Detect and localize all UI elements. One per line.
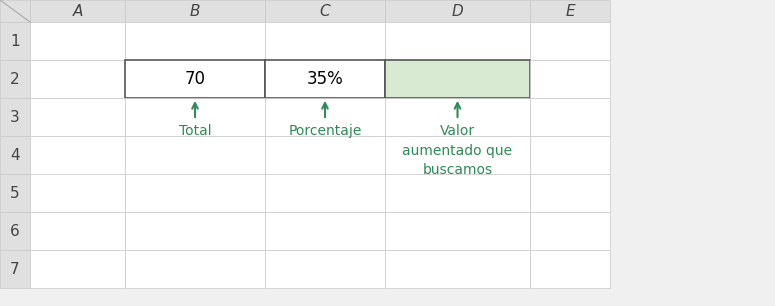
Text: 5: 5 <box>10 185 20 200</box>
Text: Porcentaje: Porcentaje <box>288 124 362 138</box>
Bar <box>30 22 125 60</box>
Text: B: B <box>190 3 200 18</box>
Text: Valor
aumentado que
buscamos: Valor aumentado que buscamos <box>402 124 512 177</box>
Bar <box>385 60 530 98</box>
Bar <box>30 98 125 136</box>
Text: 7: 7 <box>10 262 20 277</box>
Text: 3: 3 <box>10 110 20 125</box>
Bar <box>125 136 265 174</box>
Bar <box>0 136 30 174</box>
Bar <box>125 22 265 60</box>
Bar <box>530 22 610 60</box>
Text: 1: 1 <box>10 33 20 48</box>
Text: 70: 70 <box>184 70 205 88</box>
Bar <box>530 0 610 22</box>
Bar <box>125 212 265 250</box>
Bar <box>265 174 385 212</box>
Bar <box>30 0 125 22</box>
Text: Total: Total <box>179 124 212 138</box>
Bar <box>530 174 610 212</box>
Bar <box>0 0 30 22</box>
Bar <box>30 174 125 212</box>
Bar <box>265 98 385 136</box>
Bar <box>530 136 610 174</box>
Bar <box>385 22 530 60</box>
Text: D: D <box>452 3 463 18</box>
Bar <box>265 22 385 60</box>
Bar <box>0 22 30 60</box>
Bar <box>385 212 530 250</box>
Bar <box>385 250 530 288</box>
Bar <box>125 0 265 22</box>
Bar <box>265 60 385 98</box>
Bar <box>530 60 610 98</box>
Bar <box>30 136 125 174</box>
Bar <box>30 250 125 288</box>
Bar <box>385 0 530 22</box>
Bar <box>0 250 30 288</box>
Bar <box>265 0 385 22</box>
Bar <box>125 250 265 288</box>
Bar <box>0 98 30 136</box>
Bar <box>385 136 530 174</box>
Bar <box>0 174 30 212</box>
Text: C: C <box>319 3 330 18</box>
Bar <box>530 98 610 136</box>
Bar <box>530 250 610 288</box>
Text: E: E <box>565 3 575 18</box>
Bar <box>30 212 125 250</box>
Bar <box>125 174 265 212</box>
Bar <box>125 60 265 98</box>
Bar <box>0 212 30 250</box>
Bar <box>0 60 30 98</box>
Text: A: A <box>72 3 83 18</box>
Text: 35%: 35% <box>307 70 343 88</box>
Bar <box>265 136 385 174</box>
Bar <box>30 60 125 98</box>
Bar <box>530 212 610 250</box>
Text: 4: 4 <box>10 147 20 162</box>
Bar <box>125 98 265 136</box>
Bar <box>385 174 530 212</box>
Bar <box>265 212 385 250</box>
Text: 6: 6 <box>10 223 20 238</box>
Bar <box>265 250 385 288</box>
Text: 2: 2 <box>10 72 20 87</box>
Bar <box>385 98 530 136</box>
